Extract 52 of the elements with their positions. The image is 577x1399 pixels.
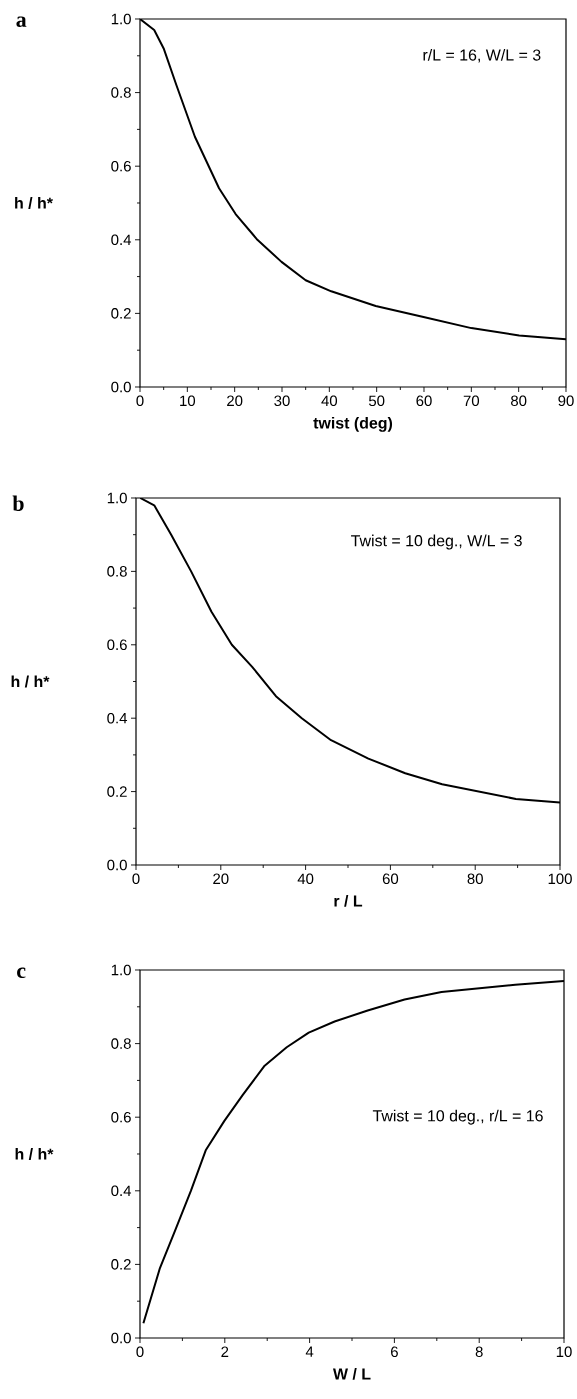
y-axis-title: h / h* bbox=[15, 1148, 54, 1160]
x-tick-label: 30 bbox=[274, 395, 290, 407]
y-tick-label: 1.0 bbox=[111, 13, 131, 25]
x-axis-title: W / L bbox=[332, 1367, 371, 1380]
x-tick-label: 90 bbox=[558, 395, 574, 407]
x-tick-label: 20 bbox=[227, 395, 243, 407]
chart-title: c bbox=[17, 967, 26, 979]
x-tick-label: 4 bbox=[305, 1346, 314, 1357]
x-tick-label: 20 bbox=[213, 873, 229, 885]
x-tick-label: 0 bbox=[136, 395, 144, 407]
x-tick-label: 80 bbox=[511, 395, 527, 407]
x-tick-label: 40 bbox=[297, 873, 314, 885]
y-tick-label: 0.8 bbox=[111, 87, 131, 98]
y-tick-label: 1.0 bbox=[111, 964, 131, 976]
x-tick-label: 2 bbox=[221, 1346, 229, 1357]
y-tick-label: 0.8 bbox=[107, 566, 127, 577]
y-tick-label: 0.4 bbox=[107, 712, 128, 724]
x-tick-label: 0 bbox=[132, 873, 140, 885]
x-tick-label: 50 bbox=[368, 395, 385, 407]
y-tick-label: 0.6 bbox=[111, 1111, 131, 1123]
annotation: r/L = 16, W/L = 3 bbox=[423, 49, 541, 63]
y-tick-label: 0.0 bbox=[107, 859, 127, 871]
y-tick-label: 0.4 bbox=[111, 1185, 132, 1197]
x-tick-label: 100 bbox=[548, 873, 572, 885]
y-tick-label: 0.2 bbox=[111, 1259, 131, 1270]
y-tick-label: 0.2 bbox=[107, 786, 127, 797]
y-tick-label: 0.0 bbox=[111, 1332, 131, 1344]
y-tick-label: 0.4 bbox=[111, 234, 132, 246]
x-axis-title: r / L bbox=[334, 894, 363, 907]
x-tick-label: 10 bbox=[180, 395, 196, 407]
y-tick-label: 0.2 bbox=[111, 308, 131, 319]
x-tick-label: 40 bbox=[321, 395, 338, 407]
x-axis-title: twist (deg) bbox=[313, 416, 393, 432]
x-tick-label: 60 bbox=[416, 395, 432, 407]
y-tick-label: 0.6 bbox=[111, 160, 131, 172]
y-tick-label: 0.0 bbox=[111, 381, 131, 393]
x-tick-label: 6 bbox=[391, 1346, 398, 1358]
x-tick-label: 10 bbox=[556, 1346, 572, 1358]
x-tick-label: 60 bbox=[382, 873, 399, 885]
chart-title: a bbox=[16, 16, 27, 28]
y-axis-title: h / h* bbox=[11, 675, 50, 688]
y-tick-label: 0.6 bbox=[107, 639, 127, 651]
x-tick-label: 80 bbox=[467, 873, 483, 885]
chart-title: b bbox=[12, 495, 24, 511]
y-axis-title: h / h* bbox=[15, 197, 53, 209]
x-tick-label: 8 bbox=[475, 1346, 483, 1358]
y-tick-label: 1.0 bbox=[107, 492, 127, 504]
x-tick-label: 70 bbox=[463, 395, 480, 407]
annotation: Twist = 10 deg., W/L = 3 bbox=[351, 534, 522, 550]
annotation: Twist = 10 deg., r/L = 16 bbox=[372, 1109, 543, 1125]
y-tick-label: 0.8 bbox=[111, 1038, 131, 1049]
x-tick-label: 0 bbox=[136, 1346, 144, 1358]
